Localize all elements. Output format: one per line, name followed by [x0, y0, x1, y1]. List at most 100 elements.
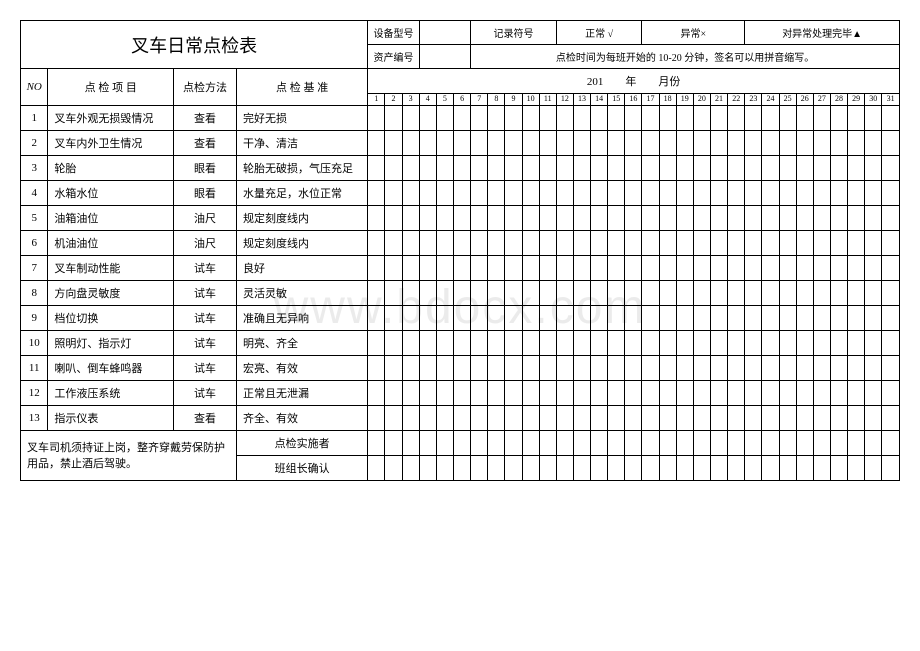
day-cell	[453, 130, 470, 155]
day-cell	[813, 155, 830, 180]
day-cell	[779, 180, 796, 205]
day-cell	[659, 180, 676, 205]
day-cell	[693, 305, 710, 330]
day-cell	[556, 180, 573, 205]
day-cell	[368, 230, 385, 255]
day-cell	[710, 105, 727, 130]
day-cell	[419, 130, 436, 155]
row-method: 试车	[174, 280, 237, 305]
day-cell	[453, 105, 470, 130]
table-row: 12工作液压系统试车正常且无泄漏	[21, 380, 900, 405]
day-cell	[573, 130, 590, 155]
day-cell	[830, 105, 847, 130]
day-cell	[471, 355, 488, 380]
day-cell	[830, 180, 847, 205]
day-cell	[676, 230, 693, 255]
day-cell	[505, 155, 522, 180]
day-cell	[591, 255, 608, 280]
day-cell	[848, 130, 865, 155]
row-method: 查看	[174, 130, 237, 155]
day-cell	[882, 380, 900, 405]
day-cell	[728, 330, 745, 355]
day-cell	[591, 280, 608, 305]
day-cell	[745, 255, 762, 280]
row-item: 方向盘灵敏度	[48, 280, 174, 305]
day-cell	[882, 130, 900, 155]
row-standard: 良好	[236, 255, 367, 280]
day-cell	[659, 130, 676, 155]
col-standard: 点 检 基 准	[236, 69, 367, 106]
table-row: 5油箱油位油尺规定刻度线内	[21, 205, 900, 230]
day-cell	[642, 380, 659, 405]
day-cell	[865, 380, 882, 405]
day-header: 16	[625, 94, 642, 106]
day-cell	[522, 180, 539, 205]
day-cell	[436, 280, 453, 305]
day-cell	[608, 405, 625, 430]
day-cell	[676, 330, 693, 355]
day-cell	[676, 380, 693, 405]
day-cell	[522, 105, 539, 130]
day-cell	[453, 355, 470, 380]
day-cell	[865, 230, 882, 255]
day-cell	[539, 380, 556, 405]
day-cell	[813, 105, 830, 130]
day-cell	[436, 130, 453, 155]
day-header: 11	[539, 94, 556, 106]
day-header: 14	[591, 94, 608, 106]
day-cell	[625, 230, 642, 255]
day-cell	[591, 405, 608, 430]
day-cell	[625, 205, 642, 230]
day-cell	[642, 405, 659, 430]
day-cell	[830, 330, 847, 355]
day-header: 25	[779, 94, 796, 106]
day-cell	[779, 405, 796, 430]
day-cell	[419, 330, 436, 355]
day-cell	[436, 105, 453, 130]
day-cell	[848, 330, 865, 355]
day-cell	[453, 380, 470, 405]
row-standard: 规定刻度线内	[236, 205, 367, 230]
day-cell	[608, 255, 625, 280]
day-cell	[488, 355, 505, 380]
day-header: 12	[556, 94, 573, 106]
day-cell	[368, 255, 385, 280]
day-cell	[573, 355, 590, 380]
day-cell	[882, 230, 900, 255]
day-cell	[676, 155, 693, 180]
table-row: 1叉车外观无损毁情况查看完好无损	[21, 105, 900, 130]
day-cell	[505, 205, 522, 230]
day-cell	[556, 130, 573, 155]
day-cell	[522, 330, 539, 355]
day-cell	[762, 130, 779, 155]
day-cell	[505, 330, 522, 355]
day-cell	[539, 305, 556, 330]
day-cell	[848, 205, 865, 230]
row-item: 水箱水位	[48, 180, 174, 205]
handled-label: 对异常处理完毕▲	[745, 21, 900, 45]
day-cell	[453, 405, 470, 430]
day-cell	[762, 380, 779, 405]
day-cell	[591, 205, 608, 230]
row-no: 13	[21, 405, 48, 430]
day-cell	[865, 130, 882, 155]
day-cell	[813, 255, 830, 280]
day-cell	[865, 280, 882, 305]
row-item: 档位切换	[48, 305, 174, 330]
day-cell	[796, 355, 813, 380]
day-cell	[539, 155, 556, 180]
day-cell	[848, 355, 865, 380]
row-no: 2	[21, 130, 48, 155]
day-cell	[745, 230, 762, 255]
day-cell	[556, 105, 573, 130]
day-header: 15	[608, 94, 625, 106]
day-cell	[882, 305, 900, 330]
day-cell	[419, 205, 436, 230]
day-cell	[556, 405, 573, 430]
table-row: 6机油油位油尺规定刻度线内	[21, 230, 900, 255]
day-cell	[385, 105, 402, 130]
day-cell	[882, 180, 900, 205]
day-cell	[402, 205, 419, 230]
day-cell	[488, 230, 505, 255]
check-time-note: 点检时间为每班开始的 10-20 分钟，签名可以用拼音缩写。	[471, 45, 900, 69]
